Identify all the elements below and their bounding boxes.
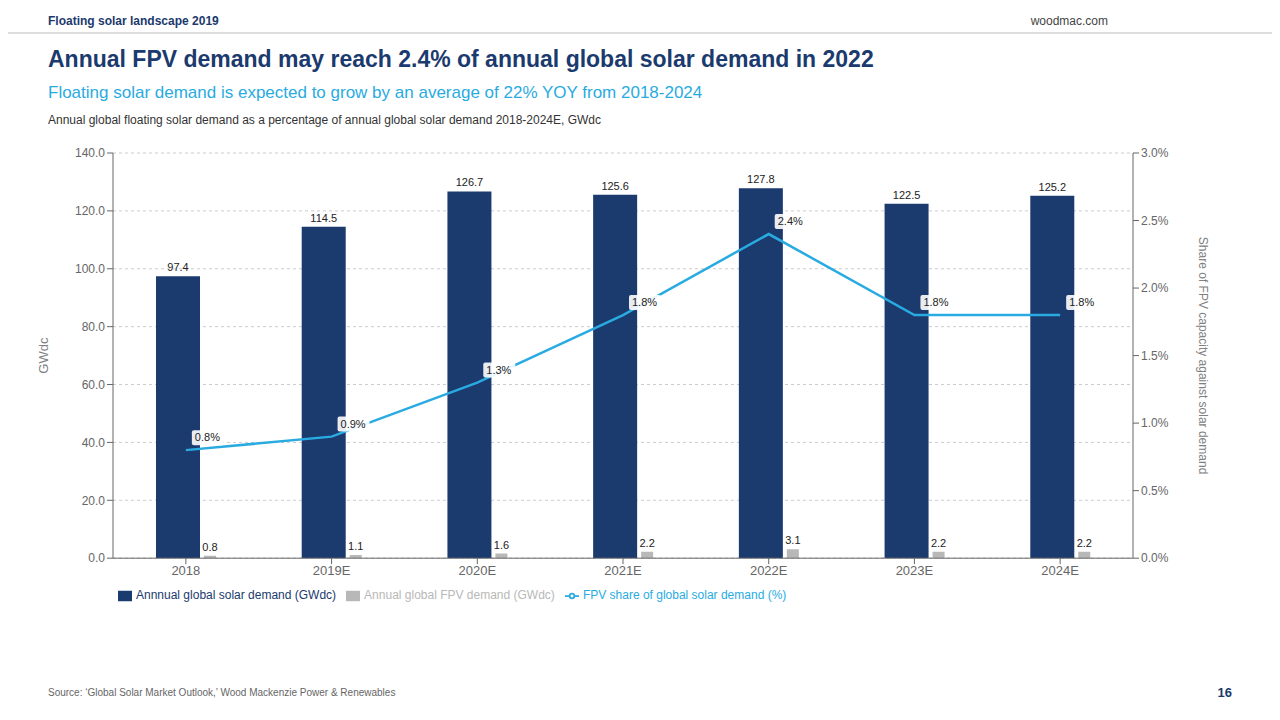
svg-text:40.0: 40.0 <box>82 436 106 450</box>
html-text:Annnual global solar demand (G: Annnual global solar demand (GWdc) <box>136 588 337 603</box>
svg-text:1.8%: 1.8% <box>1069 296 1094 308</box>
svg-text:127.8: 127.8 <box>747 173 775 185</box>
svg-text:Share of FPV capacity against: Share of FPV capacity against solar dema… <box>1196 237 1210 474</box>
svg-text:0.0: 0.0 <box>88 551 105 565</box>
svg-text:2.2: 2.2 <box>1077 537 1092 549</box>
svg-text:2023E: 2023E <box>896 563 934 578</box>
svg-text:3.1: 3.1 <box>785 534 800 546</box>
svg-text:20.0: 20.0 <box>82 494 106 508</box>
svg-text:125.6: 125.6 <box>601 180 629 192</box>
svg-text:1.8%: 1.8% <box>632 296 657 308</box>
svg-text:2018: 2018 <box>171 563 200 578</box>
svg-text:97.4: 97.4 <box>167 261 188 273</box>
svg-text:0.8: 0.8 <box>202 541 217 553</box>
html-text:Source: ‘Global Solar Market O: Source: ‘Global Solar Market Outlook,’ W… <box>48 687 396 698</box>
svg-text:2020E: 2020E <box>458 563 496 578</box>
svg-text:1.1: 1.1 <box>348 540 363 552</box>
svg-text:2.0%: 2.0% <box>1141 281 1169 295</box>
svg-text:2.4%: 2.4% <box>778 215 803 227</box>
html-text:16: 16 <box>1217 685 1232 700</box>
svg-text:0.8%: 0.8% <box>195 431 220 443</box>
svg-text:1.6: 1.6 <box>494 539 509 551</box>
svg-text:3.0%: 3.0% <box>1141 146 1169 160</box>
svg-text:1.3%: 1.3% <box>486 364 511 376</box>
svg-text:60.0: 60.0 <box>82 378 106 392</box>
svg-text:0.5%: 0.5% <box>1141 484 1169 498</box>
svg-text:2024E: 2024E <box>1041 563 1079 578</box>
svg-text:80.0: 80.0 <box>82 320 106 334</box>
svg-text:126.7: 126.7 <box>456 176 484 188</box>
svg-text:2021E: 2021E <box>604 563 642 578</box>
svg-text:1.8%: 1.8% <box>923 296 948 308</box>
svg-text:140.0: 140.0 <box>75 146 105 160</box>
html-text:Annual global FPV demand (GWdc: Annual global FPV demand (GWdc) <box>364 588 555 603</box>
svg-text:2.2: 2.2 <box>639 537 654 549</box>
svg-text:0.9%: 0.9% <box>341 418 366 430</box>
svg-text:1.5%: 1.5% <box>1141 349 1169 363</box>
html-text:woodmac.com: woodmac.com <box>1030 14 1108 28</box>
svg-text:120.0: 120.0 <box>75 204 105 218</box>
svg-text:GWdc: GWdc <box>36 337 51 374</box>
svg-text:0.0%: 0.0% <box>1141 551 1169 565</box>
svg-text:122.5: 122.5 <box>893 189 921 201</box>
svg-text:2.5%: 2.5% <box>1141 214 1169 228</box>
svg-text:114.5: 114.5 <box>310 212 337 224</box>
html-text:Annual global floating solar d: Annual global floating solar demand as a… <box>48 113 601 127</box>
html-text:Floating solar demand is expec: Floating solar demand is expected to gro… <box>48 83 703 102</box>
html-text:FPV share of global solar dema: FPV share of global solar demand (%) <box>582 588 787 603</box>
svg-text:125.2: 125.2 <box>1039 181 1067 193</box>
svg-text:2019E: 2019E <box>313 563 351 578</box>
svg-text:100.0: 100.0 <box>75 262 105 276</box>
svg-text:2.2: 2.2 <box>931 537 946 549</box>
svg-text:2022E: 2022E <box>750 563 788 578</box>
html-text:Floating solar landscape 2019: Floating solar landscape 2019 <box>48 14 219 28</box>
html-text:Annual FPV demand may reach 2.: Annual FPV demand may reach 2.4% of annu… <box>48 46 874 72</box>
svg-text:1.0%: 1.0% <box>1141 416 1169 430</box>
